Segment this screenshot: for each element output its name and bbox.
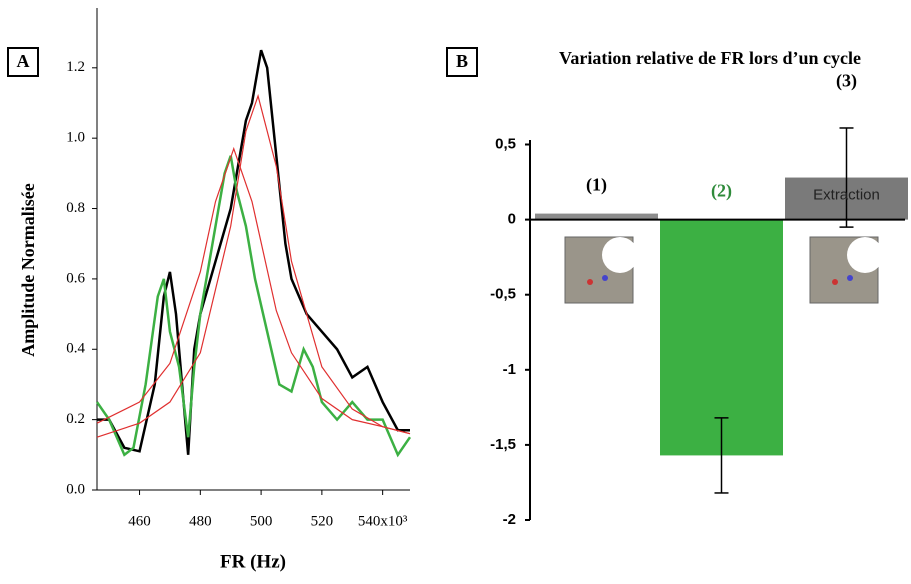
panel-box — [446, 47, 478, 77]
category-label: (3) — [836, 71, 857, 92]
y-tick-label: 0.6 — [66, 270, 85, 286]
y-tick-label: -1,5 — [490, 436, 516, 453]
panel-box — [7, 47, 39, 77]
bar-text: Extraction — [813, 187, 880, 204]
x-axis-label: FR (Hz) — [220, 551, 286, 572]
x-tick-label: 500 — [250, 513, 273, 529]
y-axis-label: Amplitude Normalisée — [18, 183, 38, 356]
y-tick-label: 0.4 — [66, 341, 85, 357]
bar — [535, 213, 658, 220]
y-tick-label: 0.2 — [66, 411, 85, 427]
y-tick-label: -2 — [503, 511, 516, 528]
x-tick-label: 540x10³ — [358, 513, 408, 529]
panel-label: A — [17, 51, 30, 71]
y-tick-label: 0.0 — [66, 481, 85, 497]
category-label: (2) — [711, 181, 732, 202]
line-series — [95, 155, 412, 458]
y-tick-label: 1.2 — [66, 59, 85, 75]
y-tick-label: -0,5 — [490, 286, 516, 303]
chart-title: Variation relative de FR lors d’un cycle — [559, 48, 861, 68]
x-tick-label: 520 — [311, 513, 334, 529]
category-label: (1) — [586, 175, 607, 196]
bar — [660, 219, 783, 456]
y-tick-label: 0 — [508, 211, 516, 228]
x-tick-label: 460 — [128, 513, 151, 529]
line-series — [96, 146, 411, 435]
y-tick-label: -1 — [503, 361, 516, 378]
x-tick-label: 480 — [189, 513, 212, 529]
panel-label: B — [456, 51, 468, 71]
y-tick-label: 0.8 — [66, 200, 85, 216]
line-series — [97, 49, 410, 455]
y-tick-label: 1.0 — [66, 130, 85, 146]
line-series — [96, 93, 411, 438]
y-tick-label: 0,5 — [495, 135, 516, 152]
